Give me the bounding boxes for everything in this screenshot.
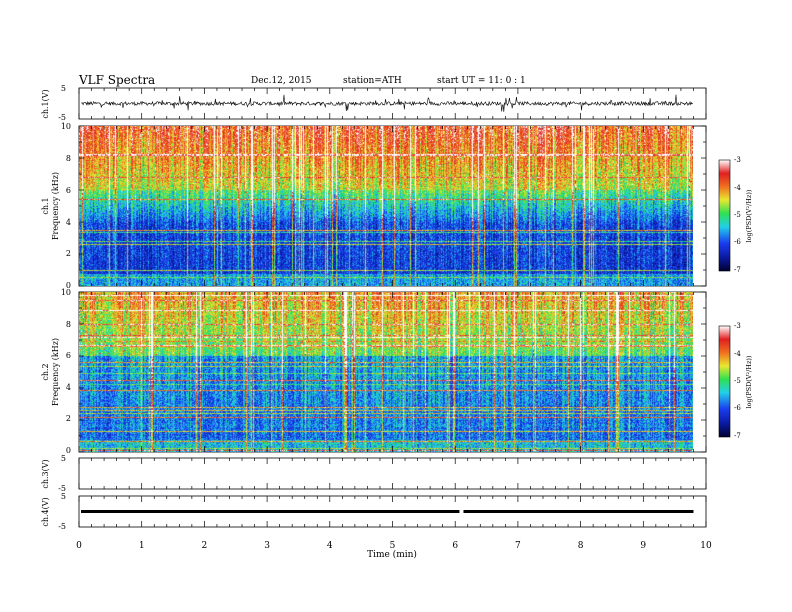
ch1-ytick-0: 0: [66, 281, 71, 290]
ch1-cbar-tick-7: -7: [734, 266, 741, 274]
time-tick-label-2: 2: [202, 541, 208, 551]
ch1-ytick-top: 5: [61, 84, 66, 93]
ch2-cbar-tick-7: -7: [734, 432, 741, 440]
ch2-colorbar-scale: [718, 325, 731, 438]
time-tick-label-10: 10: [700, 541, 712, 551]
time-tick-label-9: 9: [640, 541, 646, 551]
ch2-channel-label: ch.2: [41, 363, 50, 380]
ch2-ytick-6: 6: [66, 351, 71, 360]
ch1-colorbar-scale: [718, 159, 731, 272]
ch1-ytick-10: 10: [61, 122, 71, 131]
ch1-waveform-ylabel: ch.1(V): [41, 89, 50, 118]
ch4-ytick-top: 5: [61, 492, 66, 501]
ch1-cbar-tick-5: -5: [734, 211, 741, 219]
figure-title: VLF Spectra: [78, 73, 155, 87]
ch1-colorbar-label: log(PSD(V²/Hz)): [745, 189, 753, 242]
ch1-ytick-4: 4: [66, 218, 71, 227]
time-axis-ticks: [78, 88, 707, 527]
start-time-label: start UT = 11: 0 : 1: [437, 76, 526, 86]
ch3-ytick-top: 5: [61, 454, 66, 463]
ch2-frequency-label: Frequency (kHz): [51, 338, 60, 406]
time-axis-tick-labels: 0 1 2 3 4 5 6 7 8 9 10: [76, 541, 712, 551]
ch1-ytick-2: 2: [66, 249, 71, 258]
ch2-spectrogram-image: [79, 292, 693, 452]
ch2-cbar-tick-5: -5: [734, 377, 741, 385]
time-tick-label-8: 8: [578, 541, 584, 551]
ch3-ytick-bottom: -5: [58, 484, 66, 493]
ch1-colorbar: -3 -4 -5 -6 -7 log(PSD(V²/Hz)): [718, 156, 753, 274]
ch2-cbar-tick-3: -3: [734, 322, 741, 330]
ch1-spectrogram-panel: 10 8 6 4 2 0 ch.1 Frequency (kHz): [41, 122, 707, 290]
ch4-ytick-bottom: -5: [58, 522, 66, 531]
ch2-cbar-tick-6: -6: [734, 404, 741, 412]
ch4-waveform-ylabel: ch.4(V): [41, 497, 50, 526]
ch3-waveform-ylabel: ch.3(V): [41, 459, 50, 488]
ch2-ytick-0: 0: [66, 446, 71, 455]
ch2-cbar-tick-4: -4: [734, 350, 741, 358]
ch1-cbar-tick-6: -6: [734, 238, 741, 246]
ch1-ytick-bottom: -5: [58, 113, 66, 122]
ch1-channel-label: ch.1: [41, 197, 50, 214]
time-tick-label-7: 7: [515, 541, 521, 551]
ch1-cbar-tick-3: -3: [734, 156, 741, 164]
time-tick-label-6: 6: [452, 541, 458, 551]
ch2-ytick-4: 4: [66, 383, 71, 392]
time-tick-label-4: 4: [327, 541, 333, 551]
time-tick-label-5: 5: [390, 541, 396, 551]
time-tick-label-3: 3: [264, 541, 270, 551]
time-axis-label: Time (min): [367, 549, 417, 560]
ch1-ytick-6: 6: [66, 186, 71, 195]
station-label: station=ATH: [343, 76, 402, 86]
ch4-waveform-panel: 5 -5 ch.4(V): [41, 492, 707, 531]
ch2-ytick-8: 8: [66, 320, 71, 329]
ch1-frequency-label: Frequency (kHz): [51, 172, 60, 240]
ch1-ytick-8: 8: [66, 154, 71, 163]
ch2-ytick-2: 2: [66, 414, 71, 423]
ch1-waveform-panel: 5 -5 ch.1(V): [41, 84, 707, 122]
time-tick-label-0: 0: [76, 541, 82, 551]
ch2-colorbar: -3 -4 -5 -6 -7 log(PSD(V²/Hz)): [718, 322, 753, 440]
ch3-waveform-panel: 5 -5 ch.3(V): [41, 454, 707, 493]
ch2-colorbar-label: log(PSD(V²/Hz)): [745, 355, 753, 408]
ch1-spectrogram-image: [79, 126, 693, 286]
ch2-spectrogram-panel: 10 8 6 4 2 0 ch.2 Frequency (kHz): [41, 288, 707, 455]
ch1-cbar-tick-4: -4: [734, 184, 741, 192]
ch2-ytick-10: 10: [61, 288, 71, 297]
time-tick-label-1: 1: [139, 541, 145, 551]
date-label: Dec.12, 2015: [251, 76, 312, 86]
ch1-waveform-trace: [80, 94, 694, 112]
